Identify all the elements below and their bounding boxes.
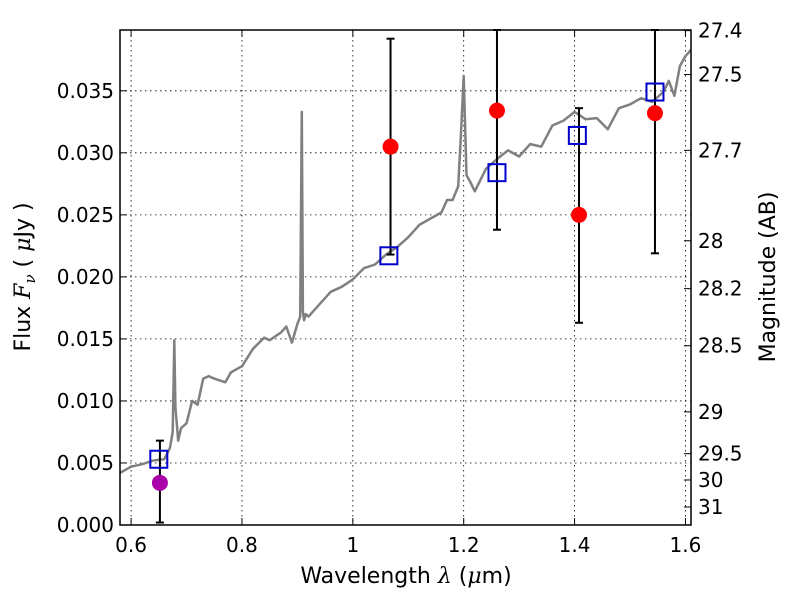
y-tick-label: 0.005: [57, 451, 114, 475]
magnitude-tick-label: 29: [698, 400, 723, 424]
x-tick-label: 1.2: [448, 533, 480, 557]
x-tick-label: 1.4: [559, 533, 591, 557]
x-tick-label: 0.6: [115, 533, 147, 557]
error-bars: [155, 29, 659, 524]
magnitude-tick-label: 31: [698, 495, 723, 519]
observed-point: [382, 138, 399, 155]
model-point: [645, 82, 665, 102]
magnitude-tick-label: 28.2: [698, 277, 743, 301]
model-point: [567, 125, 587, 145]
grid: [120, 30, 691, 525]
x-tick-label: 1.6: [670, 533, 702, 557]
model-point: [487, 163, 507, 183]
magnitude-tick-label: 27.4: [698, 19, 743, 43]
y-tick-label: 0.000: [57, 513, 114, 537]
observed-point: [646, 105, 663, 122]
observed-point: [571, 206, 588, 223]
model-point: [149, 449, 169, 469]
x-tick-label: 1: [346, 533, 359, 557]
magnitude-tick-label: 30: [698, 468, 723, 492]
y-tick-label: 0.030: [57, 141, 114, 165]
x-tick-label: 0.8: [226, 533, 258, 557]
magnitude-tick-label: 29.5: [698, 442, 743, 466]
x-axis-label: Wavelength λ (μm): [300, 564, 511, 589]
magnitude-tick-label: 27.7: [698, 138, 743, 162]
y-tick-label: 0.020: [57, 265, 114, 289]
y-tick-label: 0.010: [57, 389, 114, 413]
y-tick-label: 0.025: [57, 203, 114, 227]
axis-ticks: 0.6 0.8 1 1.2 1.4 1.6 0.000 0.005 0.010 0.015 0.02…: [57, 19, 743, 557]
model-spectrum: [119, 48, 692, 474]
observed-point: [488, 102, 505, 119]
y-axis-label: Flux Fν ( μJy ): [11, 202, 39, 351]
magnitude-tick-label: 28: [698, 229, 723, 253]
observed-point: [151, 474, 168, 491]
spectrum-line: [119, 48, 692, 474]
y-tick-label: 0.015: [57, 327, 114, 351]
plot-frame: [119, 29, 692, 526]
model-point: [379, 246, 399, 266]
y-tick-label: 0.035: [57, 79, 114, 103]
data-markers: [149, 82, 665, 491]
y2-axis-label: Magnitude (AB): [756, 192, 781, 363]
magnitude-tick-label: 27.5: [698, 63, 743, 87]
magnitude-tick-label: 28.5: [698, 334, 743, 358]
